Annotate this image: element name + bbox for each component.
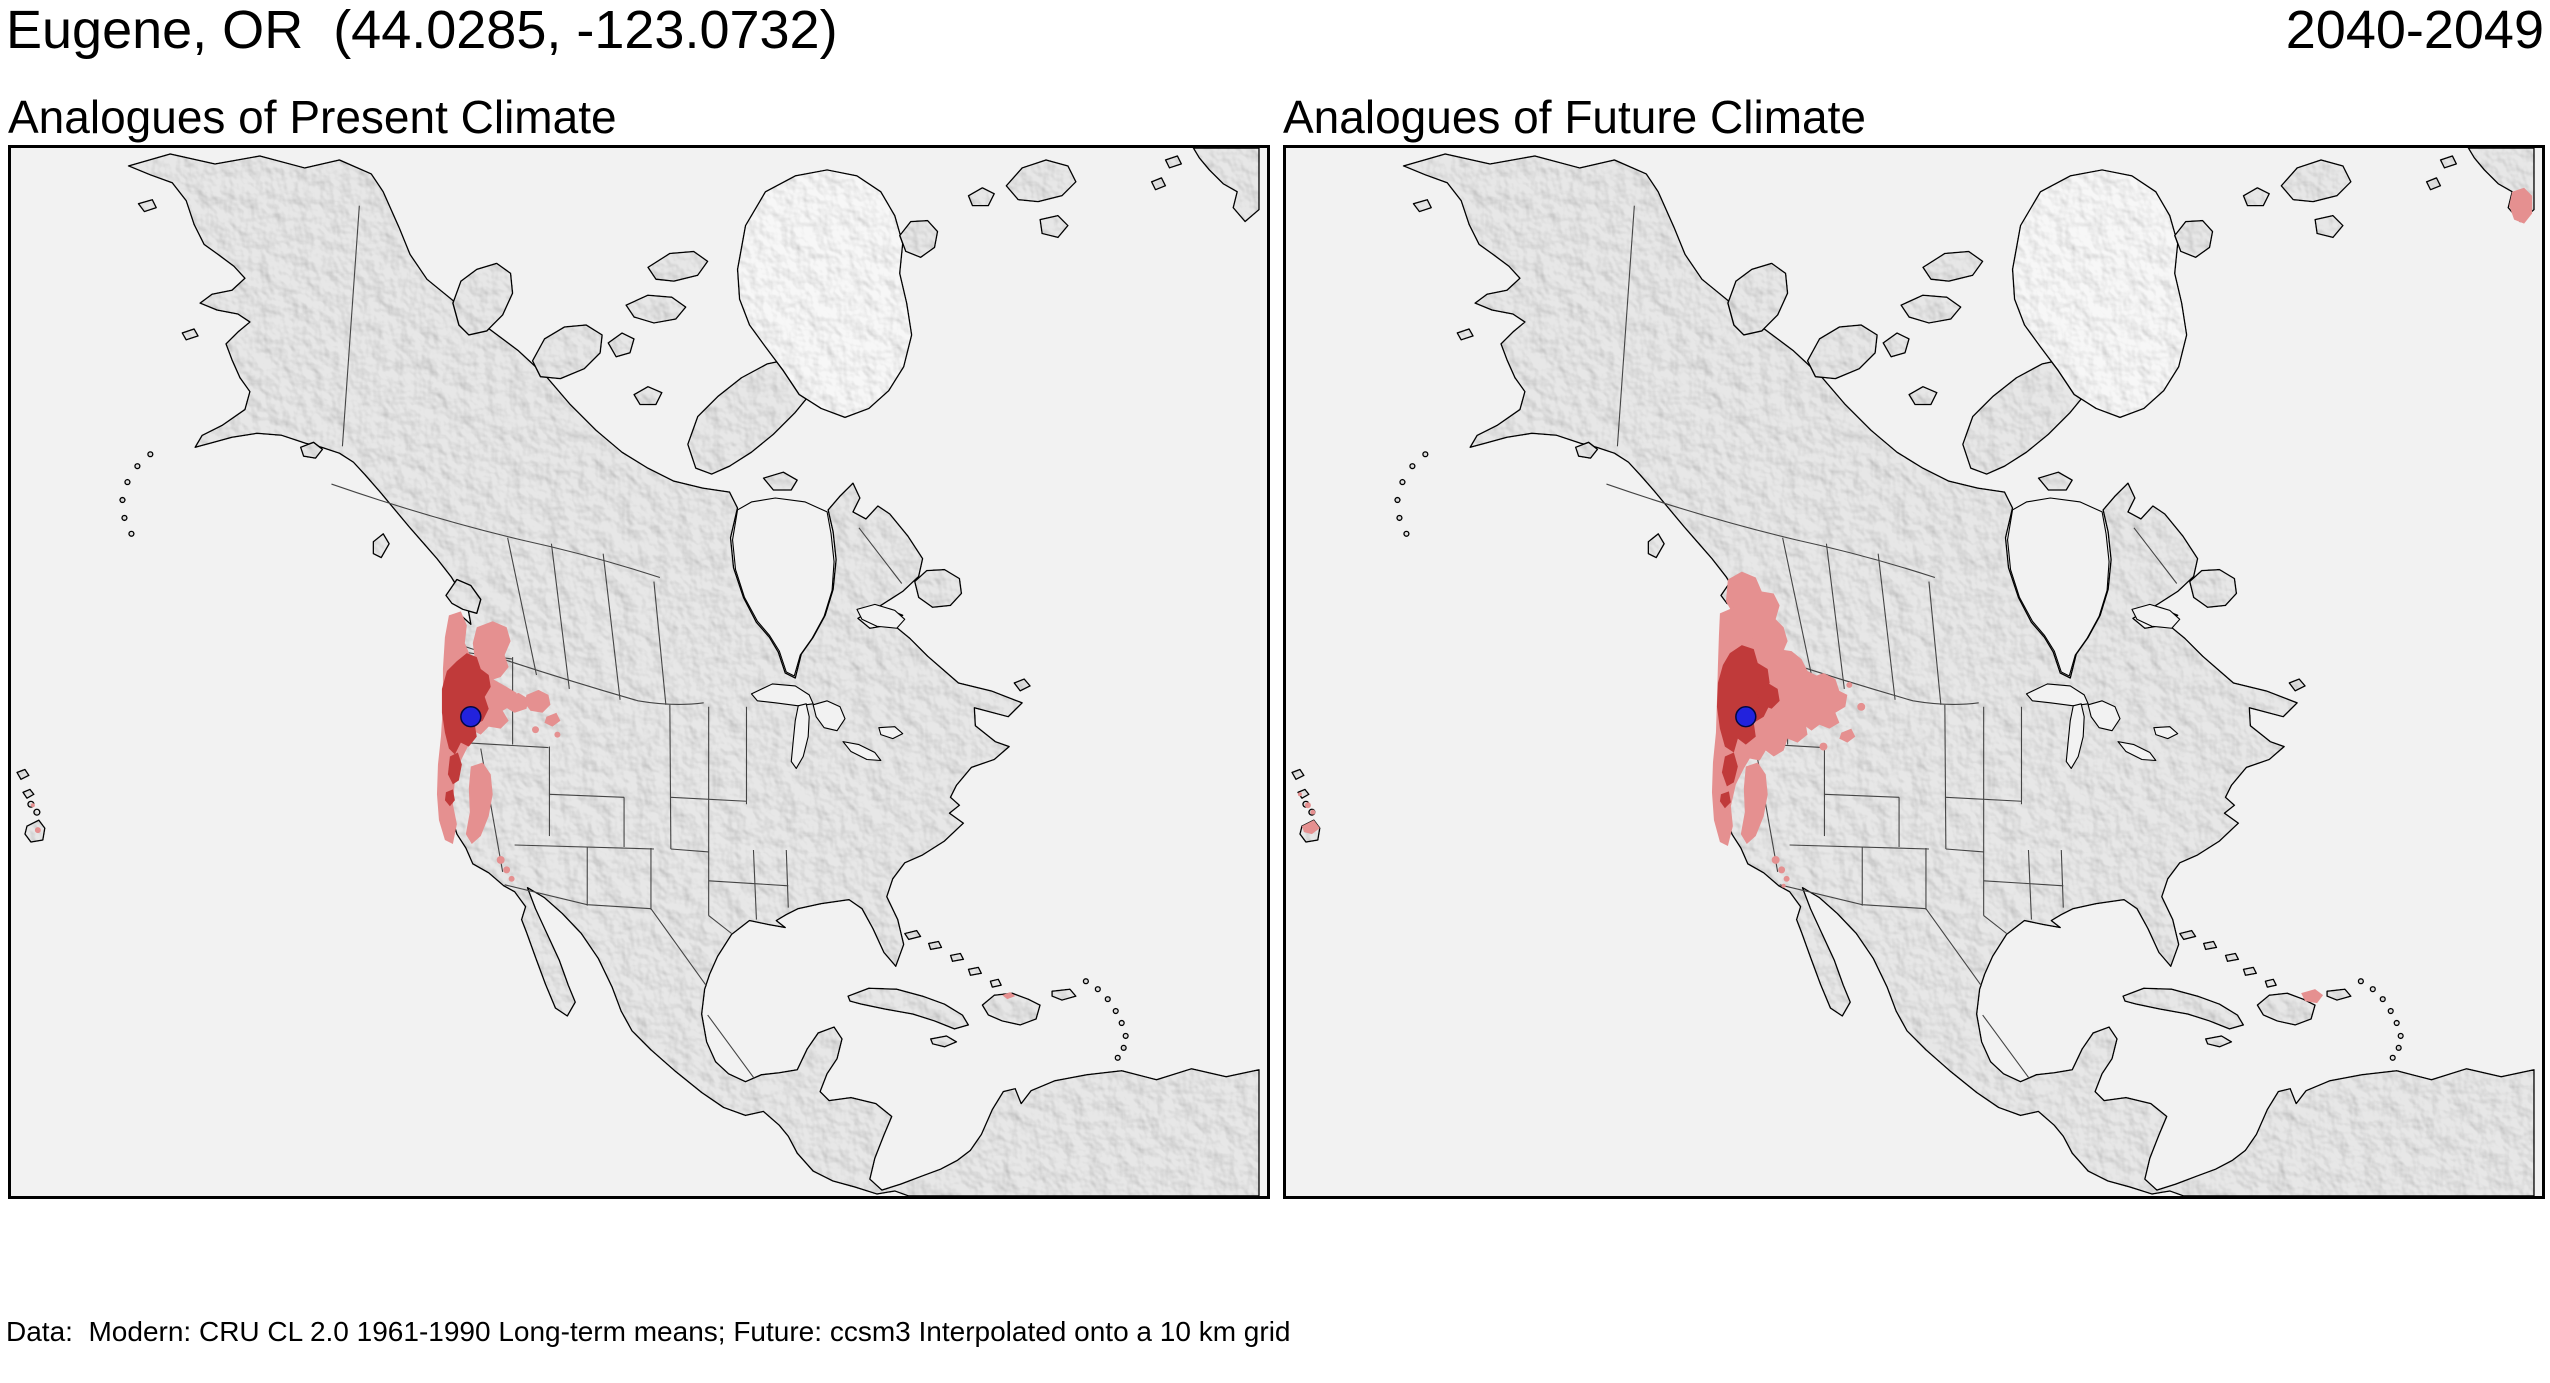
map-future-climate — [1283, 145, 2545, 1199]
map-present-svg — [11, 148, 1267, 1196]
city-location-marker — [460, 706, 482, 728]
city-location-marker — [1735, 706, 1757, 728]
page-title: Eugene, OR (44.0285, -123.0732) — [6, 0, 838, 60]
footer: Data: Modern: CRU CL 2.0 1961-1990 Long-… — [6, 1214, 2023, 1383]
map-present-climate — [8, 145, 1270, 1199]
north-america-basemap — [1286, 148, 2542, 1196]
analog-region-strong-future — [1716, 645, 1780, 809]
north-america-basemap — [11, 148, 1267, 1196]
period-label: 2040-2049 — [2285, 0, 2544, 60]
map-future-svg — [1286, 148, 2542, 1196]
panel-label-present: Analogues of Present Climate — [8, 91, 617, 143]
panel-label-future: Analogues of Future Climate — [1283, 91, 1866, 143]
analog-region-weak-future — [1297, 187, 2533, 1004]
analog-region-strong-present — [441, 653, 491, 807]
footer-line-data: Data: Modern: CRU CL 2.0 1961-1990 Long-… — [6, 1316, 1291, 1347]
